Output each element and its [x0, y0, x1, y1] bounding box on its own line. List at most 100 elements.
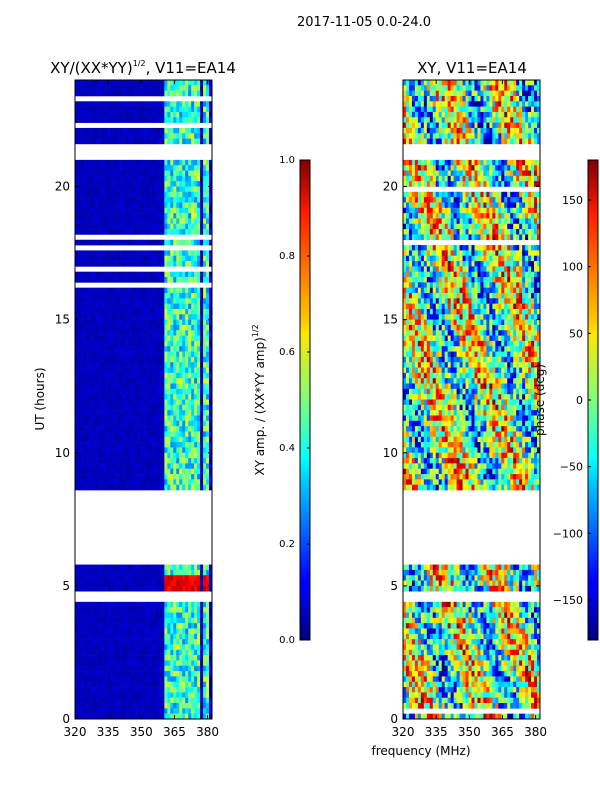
- left-heatmap-cell: [111, 250, 114, 256]
- left-heatmap-cell: [141, 357, 144, 363]
- left-heatmap-cell: [114, 394, 117, 400]
- left-heatmap-cell: [120, 442, 123, 448]
- left-heatmap-cell: [90, 378, 93, 384]
- left-heatmap-cell: [206, 410, 209, 416]
- left-heatmap-cell: [152, 698, 155, 704]
- left-heatmap-cell: [132, 139, 135, 145]
- left-heatmap-cell: [155, 181, 158, 187]
- left-heatmap-cell: [117, 181, 120, 187]
- left-heatmap-cell: [75, 213, 78, 219]
- right-heatmap-cell: [472, 96, 475, 102]
- right-heatmap-cell: [424, 107, 427, 113]
- left-heatmap-cell: [78, 293, 81, 299]
- left-heatmap-cell: [84, 660, 87, 666]
- left-heatmap-cell: [197, 293, 200, 299]
- right-heatmap-cell: [454, 133, 457, 139]
- left-heatmap-cell: [179, 378, 182, 384]
- left-heatmap-cell: [105, 341, 108, 347]
- left-colorbar-label: XY amp. / (XX*YY amp)1/2: [251, 324, 267, 475]
- left-heatmap-cell: [185, 623, 188, 629]
- left-heatmap-cell: [81, 400, 84, 406]
- left-heatmap-cell: [129, 293, 132, 299]
- left-heatmap-cell: [141, 202, 144, 208]
- left-heatmap-cell: [146, 714, 149, 720]
- left-heatmap-cell: [138, 133, 141, 139]
- left-heatmap-cell: [129, 272, 132, 278]
- left-heatmap-cell: [170, 389, 173, 395]
- right-heatmap-cell: [522, 123, 525, 129]
- left-heatmap-cell: [126, 463, 129, 469]
- left-heatmap-cell: [75, 405, 78, 411]
- left-heatmap-cell: [81, 165, 84, 171]
- left-heatmap-cell: [141, 431, 144, 437]
- left-heatmap-cell: [146, 458, 149, 464]
- left-heatmap-cell: [135, 357, 138, 363]
- left-heatmap-cell: [135, 410, 138, 416]
- left-heatmap-cell: [96, 426, 99, 432]
- left-heatmap-cell: [158, 613, 161, 619]
- left-heatmap-cell: [144, 634, 147, 640]
- left-heatmap-cell: [102, 293, 105, 299]
- left-heatmap-cell: [170, 453, 173, 459]
- left-heatmap-cell: [197, 479, 200, 485]
- left-heatmap-cell: [135, 139, 138, 145]
- left-heatmap-cell: [114, 666, 117, 672]
- left-heatmap-cell: [197, 107, 200, 113]
- left-heatmap-cell: [81, 314, 84, 320]
- left-title-main: XY/(XX*YY): [50, 59, 133, 77]
- left-heatmap-cell: [176, 91, 179, 97]
- left-heatmap-cell: [108, 442, 111, 448]
- left-heatmap-cell: [206, 469, 209, 475]
- left-heatmap-cell: [182, 479, 185, 485]
- right-heatmap-cell: [480, 80, 483, 86]
- left-heatmap-cell: [182, 250, 185, 256]
- left-heatmap-cell: [141, 256, 144, 262]
- left-heatmap-cell: [203, 634, 206, 640]
- left-heatmap-cell: [132, 202, 135, 208]
- left-heatmap-cell: [132, 160, 135, 166]
- left-heatmap-cell: [78, 362, 81, 368]
- left-heatmap-cell: [123, 639, 126, 645]
- left-heatmap-cell: [111, 714, 114, 720]
- left-heatmap-cell: [203, 639, 206, 645]
- left-heatmap-cell: [155, 447, 158, 453]
- left-heatmap-cell: [108, 431, 111, 437]
- left-heatmap-cell: [191, 660, 194, 666]
- left-heatmap-cell: [155, 272, 158, 278]
- left-heatmap-cell: [90, 586, 93, 592]
- left-heatmap-cell: [78, 378, 81, 384]
- left-heatmap-cell: [114, 676, 117, 682]
- left-heatmap-cell: [108, 676, 111, 682]
- left-heatmap-cell: [93, 165, 96, 171]
- left-heatmap-cell: [149, 618, 152, 624]
- left-heatmap-cell: [197, 165, 200, 171]
- left-heatmap-cell: [117, 240, 120, 246]
- right-heatmap-cell: [433, 128, 436, 134]
- right-heatmap-cell: [516, 117, 519, 123]
- left-heatmap-cell: [90, 458, 93, 464]
- left-heatmap-cell: [123, 415, 126, 421]
- left-heatmap-cell: [191, 85, 194, 91]
- left-y-axis-label: UT (hours): [33, 367, 47, 430]
- left-heatmap-cell: [144, 139, 147, 145]
- left-heatmap-cell: [167, 176, 170, 182]
- left-heatmap-cell: [146, 224, 149, 230]
- left-heatmap-cell: [161, 613, 164, 619]
- left-heatmap-cell: [170, 671, 173, 677]
- left-heatmap-cell: [123, 277, 126, 283]
- left-heatmap-cell: [93, 325, 96, 331]
- left-heatmap-cell: [111, 176, 114, 182]
- left-heatmap-cell: [120, 666, 123, 672]
- left-heatmap-cell: [188, 229, 191, 235]
- left-heatmap-cell: [129, 410, 132, 416]
- left-heatmap-cell: [114, 378, 117, 384]
- left-heatmap-cell: [96, 250, 99, 256]
- left-heatmap-cell: [167, 277, 170, 283]
- left-heatmap-cell: [149, 218, 152, 224]
- left-heatmap-cell: [167, 644, 170, 650]
- left-heatmap-cell: [158, 240, 161, 246]
- left-heatmap-cell: [93, 405, 96, 411]
- left-heatmap-cell: [93, 618, 96, 624]
- left-heatmap-cell: [185, 469, 188, 475]
- left-heatmap-cell: [135, 453, 138, 459]
